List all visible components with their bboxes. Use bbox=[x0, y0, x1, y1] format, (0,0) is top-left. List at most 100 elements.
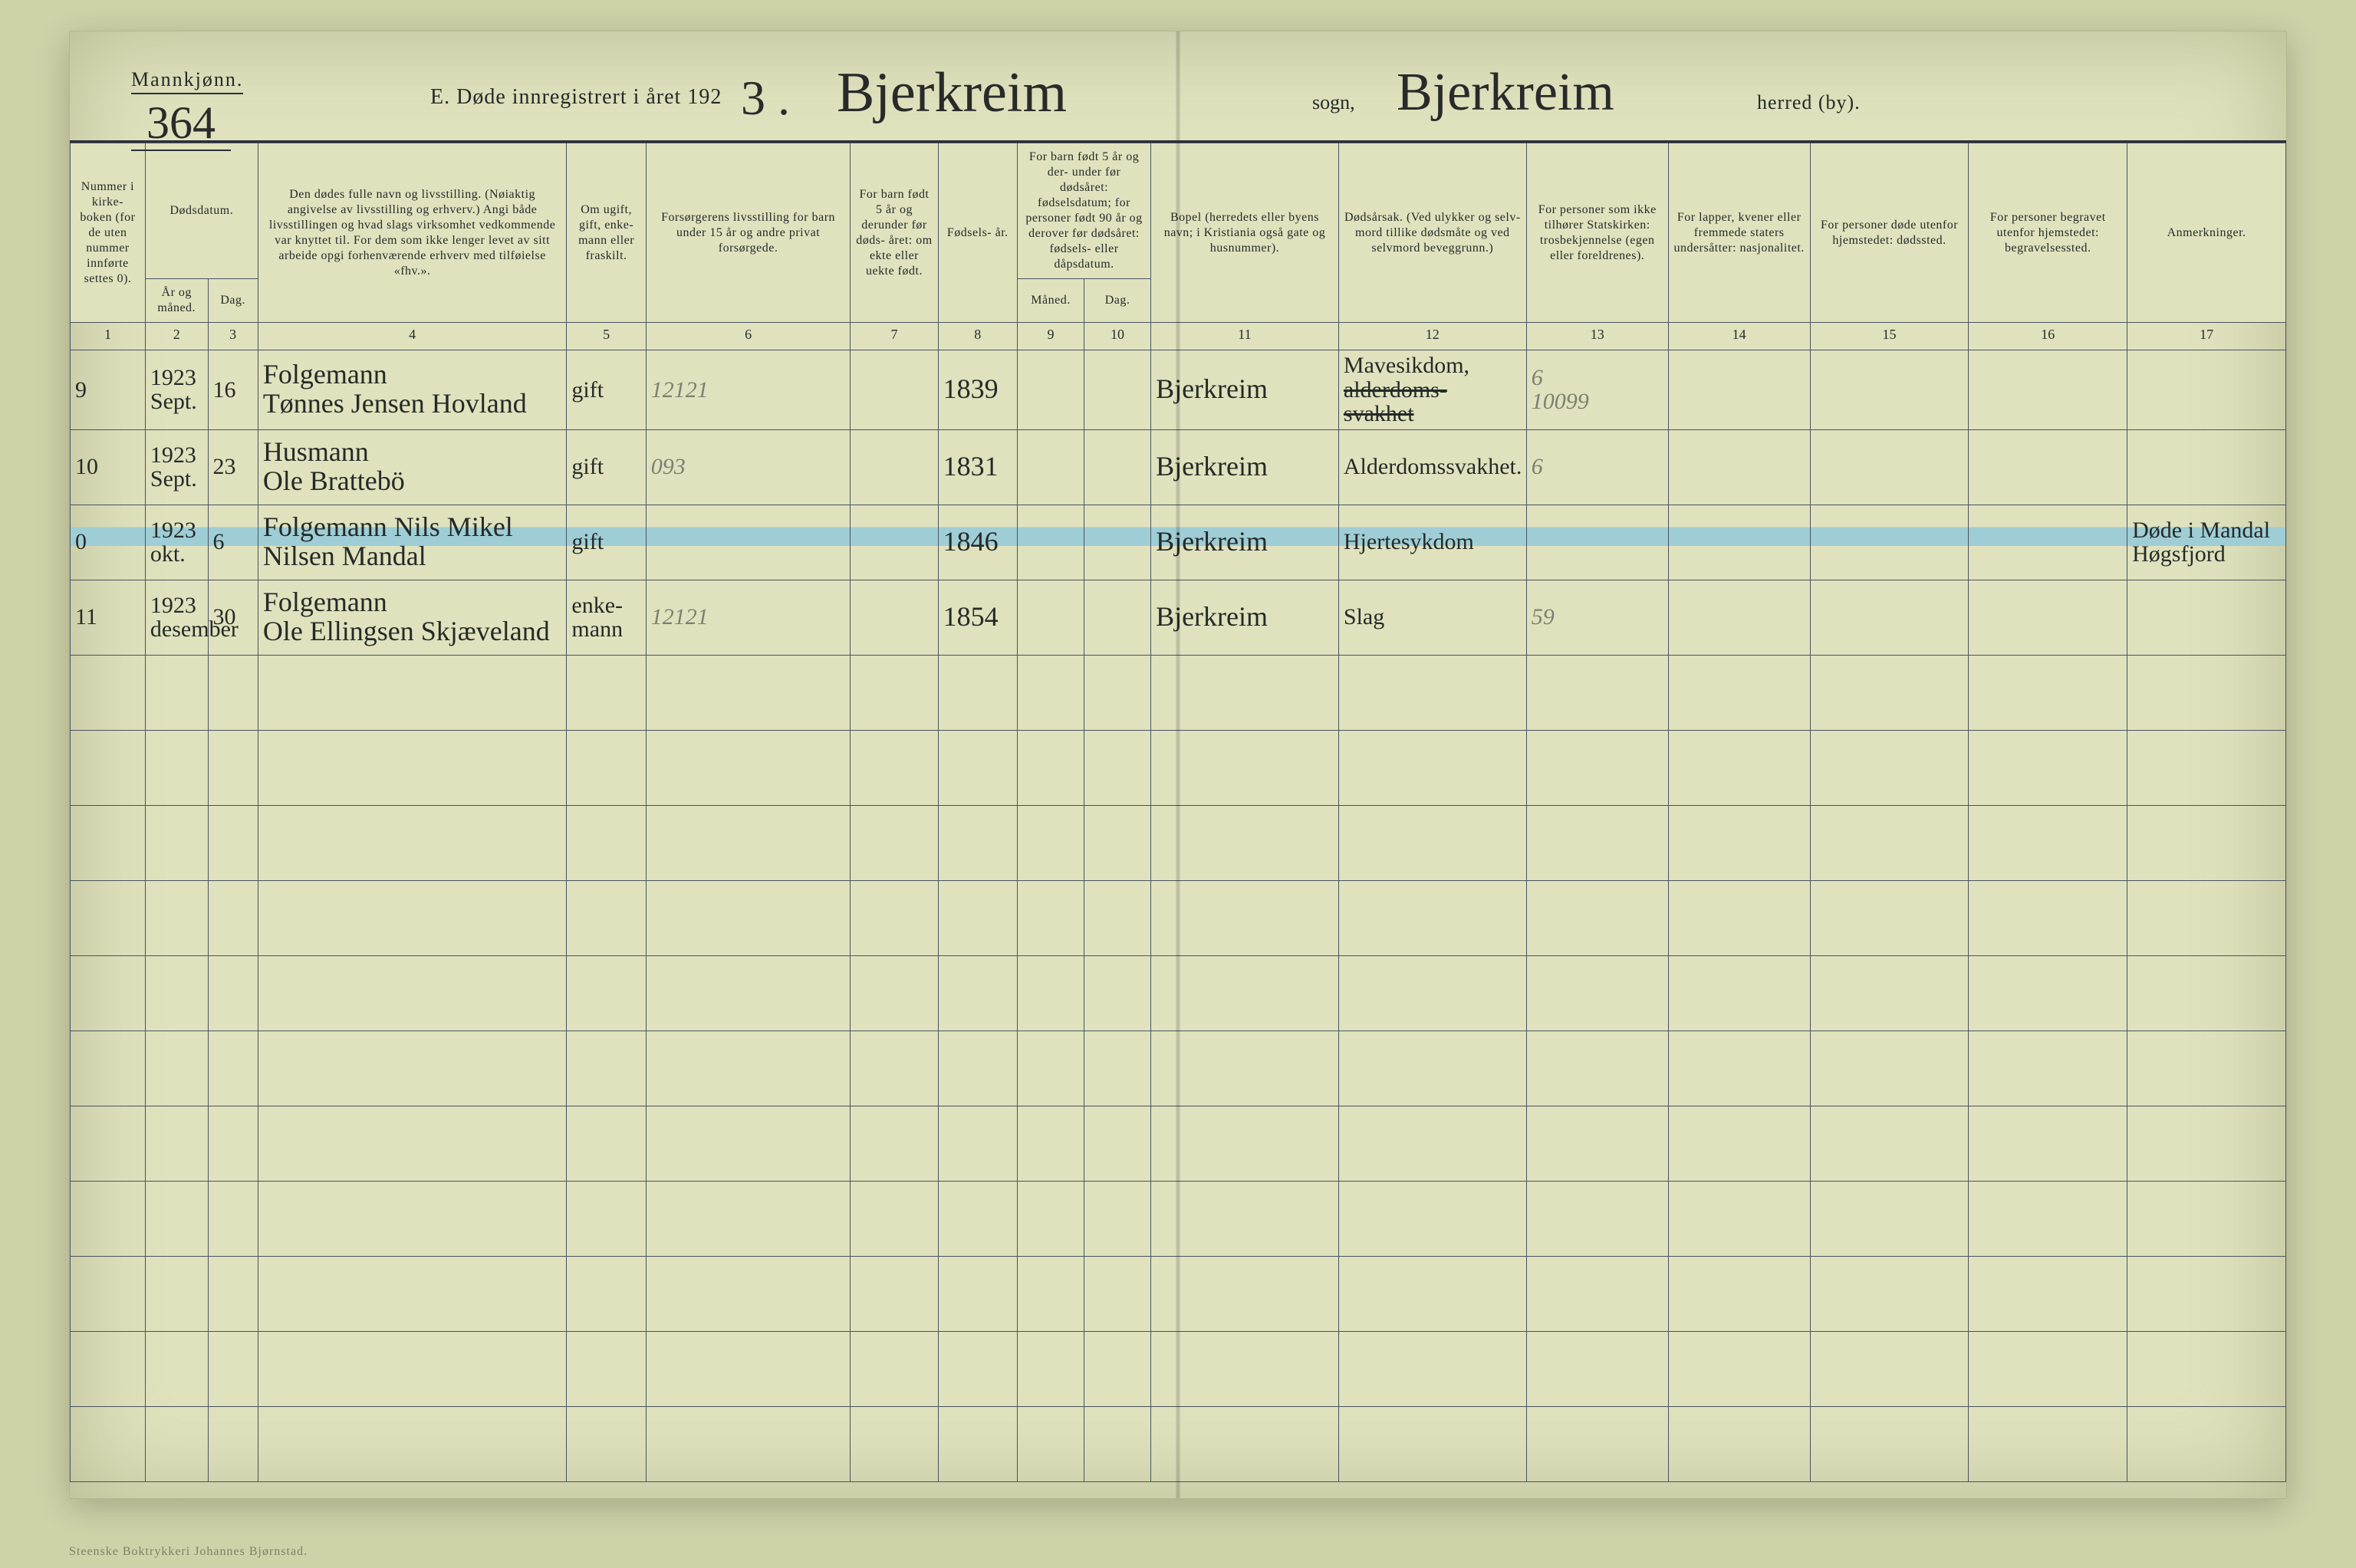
cell-blank bbox=[208, 1181, 258, 1256]
cell-blank bbox=[567, 730, 646, 805]
col-header-4: Den dødes fulle navn og livsstilling. (N… bbox=[258, 143, 567, 323]
cell-13: 6 bbox=[1526, 429, 1668, 505]
cell-yearmonth: 1923desember bbox=[145, 580, 208, 655]
cell-blank bbox=[567, 1406, 646, 1481]
cell-blank bbox=[1969, 1331, 2127, 1406]
cell-blank bbox=[646, 955, 851, 1031]
col-header-5: Om ugift, gift, enke- mann eller fraskil… bbox=[567, 143, 646, 323]
cell-blank bbox=[145, 1406, 208, 1481]
cell-blank bbox=[1969, 1106, 2127, 1181]
cell-blank bbox=[2127, 805, 2286, 880]
cell-blank bbox=[71, 1256, 146, 1331]
cell-9 bbox=[1017, 429, 1084, 505]
cell-blank bbox=[1668, 955, 1810, 1031]
cell-blank bbox=[1668, 880, 1810, 955]
cell-blank bbox=[1017, 1406, 1084, 1481]
cell-14 bbox=[1668, 350, 1810, 430]
col-header-10: Dag. bbox=[1084, 279, 1151, 323]
cell-blank bbox=[1017, 1106, 1084, 1181]
cell-blank bbox=[145, 1256, 208, 1331]
cell-blank bbox=[71, 1181, 146, 1256]
cell-blank bbox=[1338, 655, 1526, 730]
cell-remarks bbox=[2127, 350, 2286, 430]
cell-16 bbox=[1969, 429, 2127, 505]
cell-14 bbox=[1668, 505, 1810, 580]
cell-blank bbox=[1668, 730, 1810, 805]
parish-name: Bjerkreim bbox=[837, 61, 1067, 126]
cell-blank bbox=[938, 655, 1017, 730]
cell-blank bbox=[851, 730, 938, 805]
cell-blank bbox=[1668, 1331, 1810, 1406]
cell-16 bbox=[1969, 505, 2127, 580]
cell-blank bbox=[1969, 805, 2127, 880]
col-header-1: Nummer i kirke- boken (for de uten numme… bbox=[71, 143, 146, 323]
cell-blank bbox=[258, 1406, 567, 1481]
cell-10 bbox=[1084, 350, 1151, 430]
cell-blank bbox=[208, 955, 258, 1031]
cell-blank bbox=[567, 1181, 646, 1256]
page-fold bbox=[1176, 31, 1180, 1498]
printer-credit: Steenske Boktrykkeri Johannes Bjørnstad. bbox=[69, 1545, 308, 1559]
coln-1: 1 bbox=[71, 323, 146, 350]
cell-blank bbox=[646, 730, 851, 805]
cell-blank bbox=[938, 1106, 1017, 1181]
cell-blank bbox=[1969, 955, 2127, 1031]
cell-blank bbox=[567, 655, 646, 730]
cell-10 bbox=[1084, 505, 1151, 580]
cell-blank bbox=[567, 1331, 646, 1406]
district-name: Bjerkreim bbox=[1397, 62, 1614, 123]
cell-blank bbox=[1338, 955, 1526, 1031]
cell-blank bbox=[258, 805, 567, 880]
title-year-printed-suffix: 2 bbox=[710, 85, 722, 109]
cell-15 bbox=[1810, 350, 1969, 430]
cell-blank bbox=[1810, 1406, 1969, 1481]
cell-day: 16 bbox=[208, 350, 258, 430]
cell-blank bbox=[1084, 955, 1151, 1031]
cell-blank bbox=[145, 1106, 208, 1181]
cell-birthyear: 1831 bbox=[938, 429, 1017, 505]
cell-no: 0 bbox=[71, 505, 146, 580]
cell-blank bbox=[938, 1031, 1017, 1106]
cell-marital: enke-mann bbox=[567, 580, 646, 655]
cell-provider: 12121 bbox=[646, 580, 851, 655]
cell-9 bbox=[1017, 580, 1084, 655]
cell-blank bbox=[1526, 1256, 1668, 1331]
cell-blank bbox=[258, 1181, 567, 1256]
cell-10 bbox=[1084, 580, 1151, 655]
cell-blank bbox=[1084, 880, 1151, 955]
cell-blank bbox=[1017, 730, 1084, 805]
cell-15 bbox=[1810, 505, 1969, 580]
cell-blank bbox=[851, 1106, 938, 1181]
cell-blank bbox=[851, 1331, 938, 1406]
cell-blank bbox=[646, 880, 851, 955]
coln-9: 9 bbox=[1017, 323, 1084, 350]
cell-blank bbox=[1084, 1106, 1151, 1181]
col-header-2: År og måned. bbox=[145, 279, 208, 323]
cell-blank bbox=[258, 655, 567, 730]
cell-blank bbox=[1338, 1106, 1526, 1181]
cell-blank bbox=[1017, 1181, 1084, 1256]
cell-7 bbox=[851, 429, 938, 505]
cell-7 bbox=[851, 350, 938, 430]
cell-cause: Slag bbox=[1338, 580, 1526, 655]
cell-blank bbox=[1969, 1406, 2127, 1481]
cell-blank bbox=[851, 655, 938, 730]
cell-blank bbox=[2127, 1256, 2286, 1331]
cell-no: 9 bbox=[71, 350, 146, 430]
cell-blank bbox=[2127, 1181, 2286, 1256]
cell-blank bbox=[1810, 730, 1969, 805]
cell-blank bbox=[71, 1406, 146, 1481]
cell-name: FolgemannOle Ellingsen Skjæveland bbox=[258, 580, 567, 655]
cell-blank bbox=[1338, 880, 1526, 955]
cell-blank bbox=[1668, 1181, 1810, 1256]
cell-blank bbox=[71, 1106, 146, 1181]
gender-label: Mannkjønn. bbox=[131, 68, 243, 94]
cell-blank bbox=[1084, 1256, 1151, 1331]
cell-blank bbox=[938, 955, 1017, 1031]
cell-blank bbox=[938, 1331, 1017, 1406]
cell-blank bbox=[145, 880, 208, 955]
col-header-15: For personer døde utenfor hjemstedet: dø… bbox=[1810, 143, 1969, 323]
ledger-sheet: Mannkjønn. 364 E. Døde innregistrert i å… bbox=[69, 31, 2287, 1499]
cell-blank bbox=[1810, 1106, 1969, 1181]
col-header-2-3: Dødsdatum. bbox=[145, 143, 258, 279]
